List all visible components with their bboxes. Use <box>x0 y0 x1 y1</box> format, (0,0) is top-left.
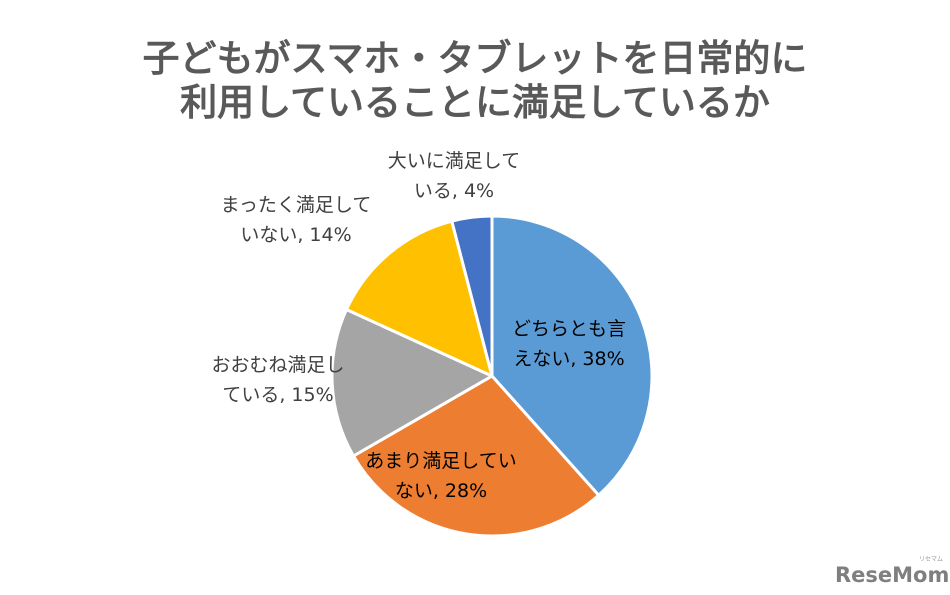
chart-title-line-2: 利用していることに満足しているか <box>180 81 770 124</box>
slice-label-3-line-2: ている, 15% <box>222 384 333 406</box>
pie-slice-1 <box>490 214 654 497</box>
pie-slice-4 <box>344 219 494 378</box>
pie-slices <box>330 214 654 538</box>
pie-slice-3 <box>330 308 494 458</box>
chart-title-line-1: 子どもがスマホ・タブレットを日常的に <box>143 37 808 80</box>
slice-label-5-line-1: 大いに満足して <box>388 150 520 172</box>
slice-label-1-line-1: どちらとも言 <box>512 318 626 340</box>
slice-label-3-line-1: おおむね満足し <box>211 354 344 376</box>
logo-kana: リセマム <box>919 556 943 563</box>
slice-label-2-line-2: ない, 28% <box>395 480 487 502</box>
resemom-logo: ReseMom リセマム <box>835 556 949 587</box>
slice-label-4-line-2: いない, 14% <box>240 224 351 246</box>
slice-label-1: どちらとも言えない, 38% <box>512 318 626 370</box>
slice-label-2: あまり満足していない, 28% <box>365 450 516 502</box>
pie-slice-2 <box>351 374 601 538</box>
slice-label-5: 大いに満足している, 4% <box>388 150 520 202</box>
slice-label-3: おおむね満足している, 15% <box>211 354 344 406</box>
slice-label-4-line-1: まったく満足して <box>221 194 372 216</box>
logo-text: ReseMom <box>835 563 949 587</box>
slice-labels: どちらとも言えない, 38% あまり満足していない, 28% おおむね満足している,… <box>211 150 626 502</box>
chart-title: 子どもがスマホ・タブレットを日常的に 利用していることに満足しているか <box>143 37 808 124</box>
slice-label-5-line-2: いる, 4% <box>414 180 494 202</box>
slice-label-1-line-2: えない, 38% <box>513 348 624 370</box>
pie-slice-5 <box>450 214 494 378</box>
slice-label-4: まったく満足していない, 14% <box>221 194 372 246</box>
slice-label-2-line-1: あまり満足してい <box>365 450 516 472</box>
